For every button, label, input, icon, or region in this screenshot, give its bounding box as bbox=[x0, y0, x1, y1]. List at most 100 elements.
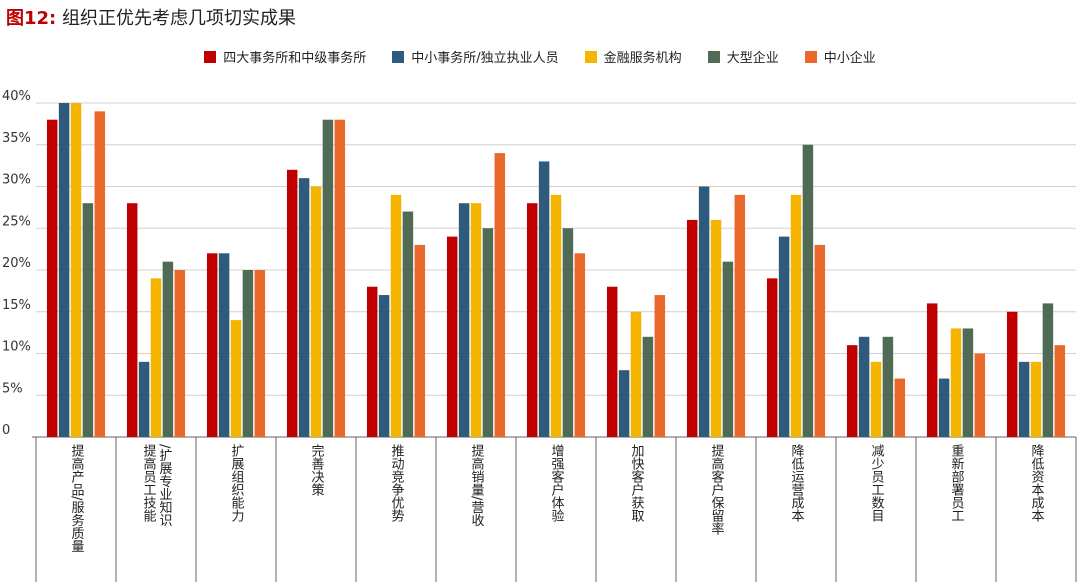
legend-label: 中小事务所/独立执业人员 bbox=[411, 51, 559, 66]
legend-swatch bbox=[204, 50, 217, 63]
legend-item: 金融服务机构 bbox=[584, 47, 682, 66]
x-tick-label: 提高员工技能 bbox=[141, 443, 157, 522]
bar bbox=[790, 194, 802, 437]
x-tick-label: 降低资本成本 bbox=[1029, 444, 1045, 522]
legend-item: 中小企业 bbox=[804, 47, 876, 66]
bar bbox=[686, 219, 698, 437]
legend-swatch bbox=[804, 50, 817, 63]
legend-label: 金融服务机构 bbox=[603, 51, 682, 66]
bar bbox=[494, 153, 506, 437]
bar bbox=[414, 244, 426, 437]
bar bbox=[390, 194, 402, 437]
bar bbox=[46, 119, 58, 437]
bar bbox=[206, 253, 218, 437]
legend-swatch bbox=[707, 50, 720, 63]
legend-label: 中小企业 bbox=[823, 51, 876, 66]
bar bbox=[162, 261, 174, 437]
bar bbox=[778, 236, 790, 437]
x-tick-label: 推动竞争优势 bbox=[389, 444, 405, 523]
bar bbox=[58, 103, 70, 437]
bar bbox=[402, 211, 414, 437]
bar bbox=[802, 144, 814, 437]
bar bbox=[230, 320, 242, 437]
x-tick-label: 加快客户获取 bbox=[629, 444, 645, 522]
x-tick-label: /扩展专业知识 bbox=[157, 444, 173, 527]
bar bbox=[698, 186, 710, 437]
bar bbox=[1006, 311, 1018, 437]
bar bbox=[926, 303, 938, 437]
bar bbox=[126, 203, 138, 437]
bar bbox=[894, 378, 906, 437]
x-tick-label: 提高销量/营收 bbox=[469, 443, 485, 526]
bar bbox=[298, 178, 310, 437]
legend-swatch bbox=[392, 50, 405, 63]
x-tick-label: 提高产品/服务质量 bbox=[69, 443, 85, 552]
chart-legend: 四大事务所和中级事务所 中小事务所/独立执业人员 金融服务机构 大型企业 中小企业 bbox=[0, 47, 1080, 66]
legend-item: 四大事务所和中级事务所 bbox=[204, 47, 366, 66]
x-tick-label: 完善决策 bbox=[309, 444, 325, 496]
bar bbox=[962, 328, 974, 437]
bar bbox=[470, 203, 482, 437]
y-tick-label: 25% bbox=[2, 214, 31, 229]
bar bbox=[814, 244, 826, 437]
y-tick-label: 10% bbox=[2, 340, 31, 355]
bar bbox=[310, 186, 322, 437]
figure-title-text: 组织正优先考虑几项切实成果 bbox=[61, 8, 296, 29]
legend-swatch bbox=[584, 50, 597, 63]
bar bbox=[606, 286, 618, 437]
bar bbox=[950, 328, 962, 437]
bar bbox=[366, 286, 378, 437]
bar bbox=[526, 203, 538, 437]
y-tick-label: 5% bbox=[2, 381, 23, 396]
x-tick-label: 减少员工数目 bbox=[869, 444, 885, 522]
bar bbox=[870, 361, 882, 437]
legend-item: 大型企业 bbox=[707, 47, 779, 66]
bar bbox=[378, 295, 390, 437]
bar bbox=[254, 270, 266, 437]
bar bbox=[550, 194, 562, 437]
bar bbox=[1042, 303, 1054, 437]
bar bbox=[882, 336, 894, 437]
bar bbox=[286, 169, 298, 438]
legend-item: 中小事务所/独立执业人员 bbox=[392, 47, 559, 66]
bar bbox=[94, 111, 106, 437]
bar bbox=[618, 370, 630, 437]
bar bbox=[630, 311, 642, 437]
bar bbox=[654, 295, 666, 437]
bar bbox=[138, 361, 150, 437]
bar bbox=[574, 253, 586, 437]
bar bbox=[538, 161, 550, 437]
x-tick-label: 重新部署员工 bbox=[949, 443, 965, 522]
bar bbox=[82, 203, 94, 437]
bar bbox=[174, 270, 186, 437]
legend-label: 大型企业 bbox=[726, 51, 779, 66]
bar bbox=[734, 194, 746, 437]
bar bbox=[766, 278, 778, 437]
bar bbox=[242, 270, 254, 437]
legend-label: 四大事务所和中级事务所 bbox=[223, 51, 367, 66]
x-tick-label: 增强客户体验 bbox=[549, 444, 565, 522]
y-tick-label: 20% bbox=[2, 256, 31, 271]
bar bbox=[1054, 345, 1066, 437]
y-tick-label: 0 bbox=[2, 423, 10, 438]
figure-number: 图12: bbox=[6, 8, 57, 29]
x-tick-label: 降低运营成本 bbox=[789, 444, 805, 522]
bar bbox=[218, 253, 230, 437]
bar bbox=[1030, 361, 1042, 437]
y-tick-label: 15% bbox=[2, 298, 31, 313]
bar bbox=[70, 103, 82, 437]
bar bbox=[858, 336, 870, 437]
bar bbox=[446, 236, 458, 437]
bar bbox=[710, 219, 722, 437]
bar bbox=[334, 119, 346, 437]
bar bbox=[562, 228, 574, 437]
bar bbox=[722, 261, 734, 437]
bar bbox=[642, 336, 654, 437]
x-tick-label: 提高客户保留率 bbox=[709, 443, 725, 535]
bar bbox=[846, 345, 858, 437]
y-tick-label: 40% bbox=[2, 89, 31, 104]
bar bbox=[974, 353, 986, 437]
figure-title: 图12: 组织正优先考虑几项切实成果 bbox=[6, 4, 296, 30]
y-tick-label: 30% bbox=[2, 173, 31, 188]
